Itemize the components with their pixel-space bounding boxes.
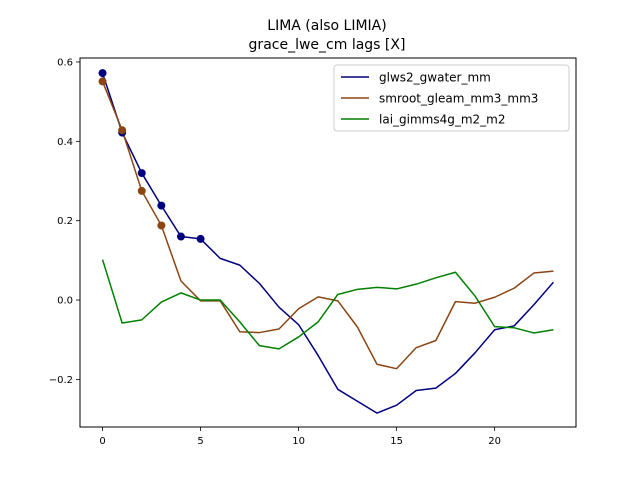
legend-label-1: smroot_gleam_mm3_mm3 (379, 92, 538, 106)
series-1-point-1 (118, 126, 127, 135)
series-0-point-0 (98, 69, 107, 78)
x-tick-label: 15 (390, 436, 403, 447)
x-tick-label: 0 (99, 436, 105, 447)
series-line-2 (101, 259, 554, 350)
y-tick-label: 0.4 (57, 137, 73, 148)
y-tick-label: 0.0 (57, 296, 73, 307)
series-0-point-5 (196, 234, 205, 243)
legend-label-0: glws2_gwater_mm (379, 71, 491, 85)
y-axis: −0.2 0.0 0.2 0.4 0.6 (49, 57, 80, 386)
x-tick-label: 5 (197, 436, 203, 447)
y-tick-label: 0.2 (57, 216, 73, 227)
plot-markers (98, 69, 205, 243)
x-tick-label: 20 (488, 436, 501, 447)
y-tick-label: −0.2 (49, 375, 73, 386)
chart-title: LIMA (also LIMIA) (267, 18, 386, 34)
series-0-point-2 (137, 169, 146, 178)
series-0-point-4 (176, 232, 185, 241)
plot-lines (101, 72, 555, 414)
legend: glws2_gwater_mm smroot_gleam_mm3_mm3 lai_g… (333, 64, 570, 132)
series-0-point-3 (157, 201, 166, 210)
series-1-point-3 (157, 221, 166, 230)
y-tick-label: 0.6 (57, 57, 73, 68)
legend-label-2: lai_gimms4g_m2_m2 (379, 113, 506, 127)
series-1-point-2 (137, 186, 146, 195)
x-axis: 0 5 10 15 20 (99, 427, 501, 447)
chart-subtitle: grace_lwe_cm lags [X] (249, 37, 406, 53)
legend-box (333, 64, 570, 132)
plot-frame (79, 57, 577, 428)
series-1-point-0 (98, 77, 107, 86)
series-line-0 (101, 72, 555, 414)
x-tick-label: 10 (292, 436, 305, 447)
